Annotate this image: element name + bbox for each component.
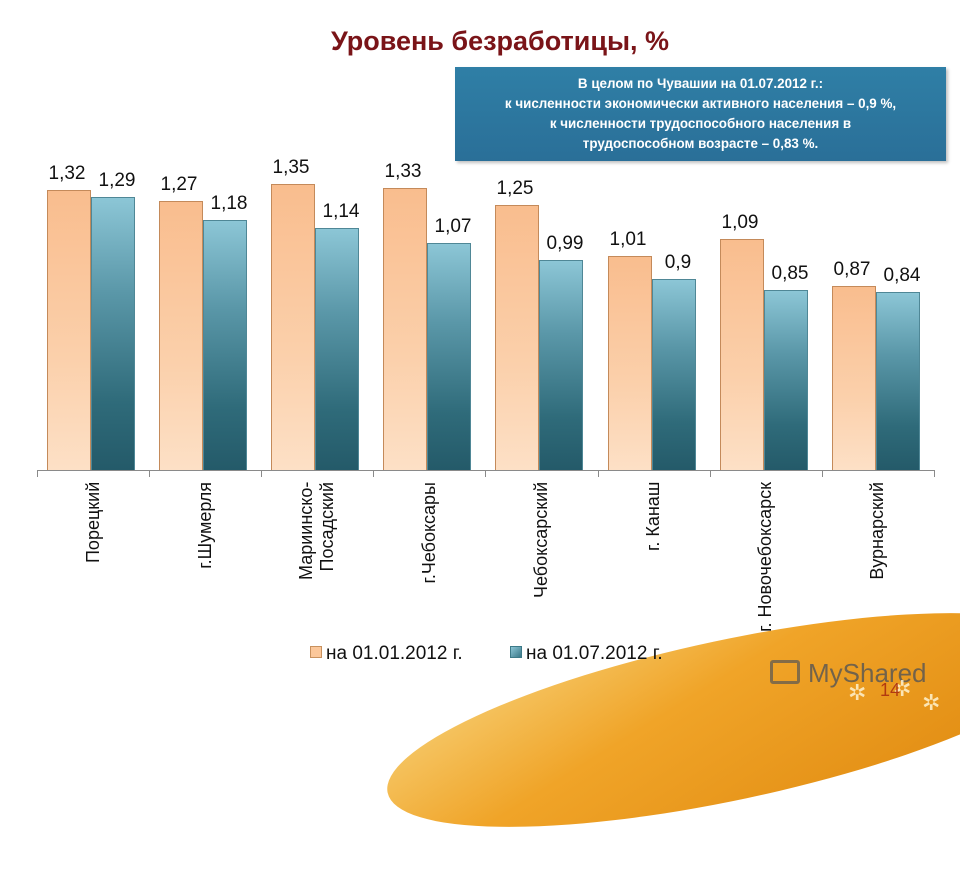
bar-jul-2 xyxy=(203,220,247,470)
bar-jul-1 xyxy=(91,197,135,470)
bar-jan-7 xyxy=(720,239,764,470)
data-label: 1,29 xyxy=(98,170,136,191)
category-label: г. Новочебоксарск xyxy=(755,482,775,632)
x-axis-tick xyxy=(598,470,599,477)
x-axis-tick xyxy=(373,470,374,477)
star-icon: ✲ xyxy=(893,676,912,701)
data-label: 1,14 xyxy=(322,201,360,222)
data-label: 1,01 xyxy=(609,229,647,250)
legend-swatch-orange xyxy=(310,646,322,658)
category-label: Мариинско- Посадский xyxy=(296,481,337,580)
bar-jul-4 xyxy=(427,243,471,470)
category-label: г.Шумерля xyxy=(195,482,215,569)
data-label: 0,9 xyxy=(664,252,692,273)
bar-jan-5 xyxy=(495,205,539,470)
page-number: 14 xyxy=(880,680,901,700)
data-label: 1,35 xyxy=(272,157,310,178)
bar-jan-2 xyxy=(159,201,203,470)
infobox-line: В целом по Чувашии на 01.07.2012 г.: xyxy=(577,76,824,91)
x-axis-tick xyxy=(822,470,823,477)
bar-jul-8 xyxy=(876,292,920,470)
bar-jan-8 xyxy=(832,286,876,470)
bar-jan-1 xyxy=(47,190,91,470)
bar-jan-4 xyxy=(383,188,427,470)
infobox-line: к численности трудоспособного населения … xyxy=(549,116,852,131)
category-label: Вурнарский xyxy=(867,482,887,580)
summary-infobox: В целом по Чувашии на 01.07.2012 г.: к ч… xyxy=(455,67,946,161)
category-label: Чебоксарский xyxy=(531,481,551,598)
bar-jul-5 xyxy=(539,260,583,470)
data-label: 0,85 xyxy=(771,263,809,284)
bar-jul-7 xyxy=(764,290,808,470)
legend-label: на 01.07.2012 г. xyxy=(526,643,663,664)
bar-jan-6 xyxy=(608,256,652,470)
x-axis-tick xyxy=(710,470,711,477)
data-label: 1,25 xyxy=(496,178,534,199)
star-icon: ✲ xyxy=(848,680,867,705)
data-label: 1,18 xyxy=(210,193,248,214)
infobox-line: трудоспособном возрасте – 0,83 %. xyxy=(582,136,819,151)
legend-swatch-teal xyxy=(510,646,522,658)
data-label: 1,33 xyxy=(384,161,422,182)
data-label: 1,32 xyxy=(48,163,86,184)
category-label: Порецкий xyxy=(83,481,103,563)
category-label: г. Канаш xyxy=(643,481,663,551)
presentation-icon xyxy=(770,660,800,684)
bar-chart: 1,32 1,29 Порецкий 1,27 1,18 г.Шумерля 1,35 1,1… xyxy=(37,157,935,632)
x-axis-tick xyxy=(37,470,38,477)
slide-title: Уровень безработицы, % xyxy=(330,26,670,56)
data-label: 0,87 xyxy=(833,259,871,280)
legend-item-series-2: на 01.07.2012 г. xyxy=(510,643,663,665)
category-label: г.Чебоксары xyxy=(419,482,439,584)
x-axis-tick xyxy=(149,470,150,477)
legend-item-series-1: на 01.01.2012 г. xyxy=(310,643,463,665)
data-label: 1,09 xyxy=(721,212,759,233)
x-axis-tick xyxy=(261,470,262,477)
x-axis-tick xyxy=(934,470,935,477)
data-label: 1,27 xyxy=(160,174,198,195)
data-label: 0,99 xyxy=(546,233,584,254)
x-axis-tick xyxy=(485,470,486,477)
bar-jan-3 xyxy=(271,184,315,470)
star-icon: ✲ xyxy=(922,690,941,715)
watermark-text: MyShared xyxy=(808,658,927,688)
bar-jul-6 xyxy=(652,279,696,470)
infobox-line: к численности экономически активного нас… xyxy=(504,96,897,111)
data-label: 1,07 xyxy=(434,216,472,237)
data-label: 0,84 xyxy=(883,265,921,286)
legend-label: на 01.01.2012 г. xyxy=(326,643,463,664)
bar-jul-3 xyxy=(315,228,359,470)
